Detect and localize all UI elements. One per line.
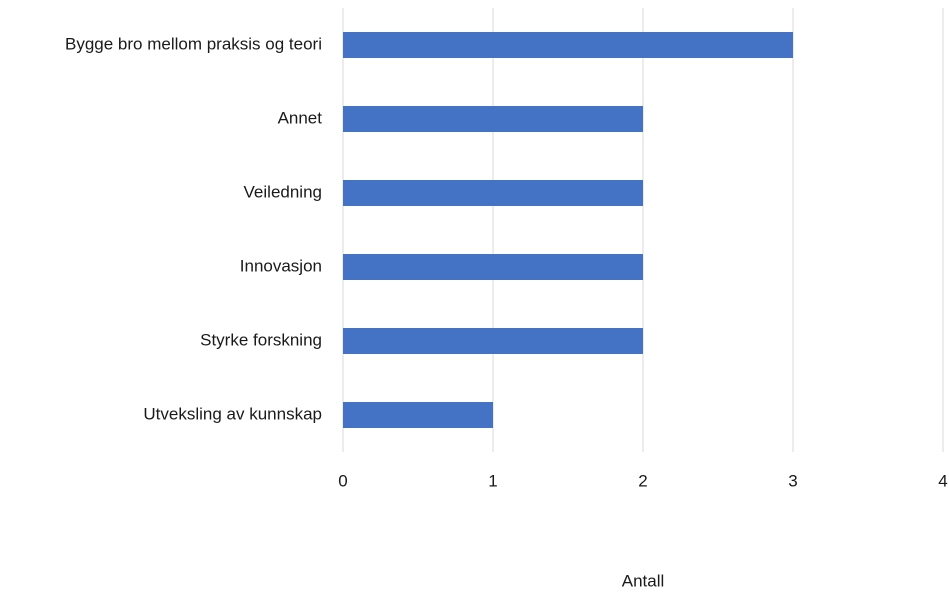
y-tick-label: Innovasjon: [240, 256, 322, 275]
x-axis-label: Antall: [622, 571, 665, 590]
y-tick-label: Veiledning: [244, 182, 322, 201]
x-tick-label: 2: [638, 471, 647, 490]
bar: [343, 32, 793, 58]
bar: [343, 254, 643, 280]
bar: [343, 106, 643, 132]
x-tick-label: 0: [338, 471, 347, 490]
bar: [343, 180, 643, 206]
y-tick-label: Annet: [278, 108, 323, 127]
y-tick-label: Utveksling av kunnskap: [143, 404, 322, 423]
y-tick-label: Bygge bro mellom praksis og teori: [65, 34, 322, 53]
x-tick-label: 4: [938, 471, 947, 490]
y-tick-label: Styrke forskning: [200, 330, 322, 349]
x-tick-label: 3: [788, 471, 797, 490]
bar: [343, 402, 493, 428]
bar: [343, 328, 643, 354]
x-tick-label: 1: [488, 471, 497, 490]
